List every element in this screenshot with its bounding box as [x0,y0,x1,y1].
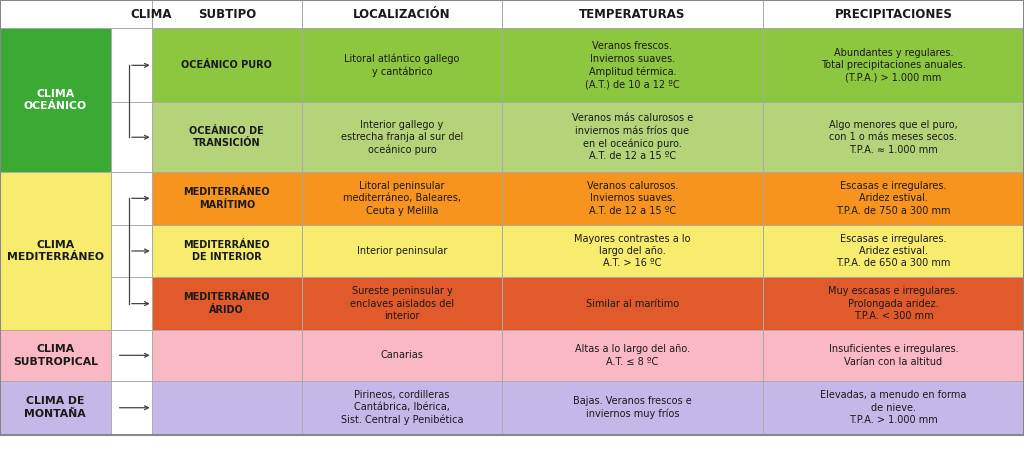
Bar [0,330,111,381]
Bar [763,28,1024,102]
Bar [763,102,1024,172]
Text: CLIMA: CLIMA [130,8,172,21]
Bar [152,277,302,330]
Bar [763,330,1024,381]
Text: OCEÁNICO PURO: OCEÁNICO PURO [181,60,272,70]
Bar [152,225,302,277]
Text: Algo menores que el puro,
con 1 o más meses secos.
T.P.A. ≈ 1.000 mm: Algo menores que el puro, con 1 o más me… [829,120,957,155]
Text: SUBTIPO: SUBTIPO [198,8,256,21]
Text: CLIMA
SUBTROPICAL: CLIMA SUBTROPICAL [12,344,98,367]
Bar [152,172,302,225]
Text: Bajas. Veranos frescos e
inviernos muy fríos: Bajas. Veranos frescos e inviernos muy f… [573,396,691,419]
Bar [111,102,152,172]
Bar [152,102,302,172]
Bar [0,381,111,435]
Bar [302,172,502,225]
Text: MEDITERRÁNEO
MARÍTIMO: MEDITERRÁNEO MARÍTIMO [183,187,270,210]
Text: Veranos más calurosos e
inviernos más fríos que
en el oceánico puro.
A.T. de 12 : Veranos más calurosos e inviernos más fr… [571,113,693,162]
Text: Elevadas, a menudo en forma
de nieve.
T.P.A. > 1.000 mm: Elevadas, a menudo en forma de nieve. T.… [820,390,967,425]
Text: Pirineos, cordilleras
Cantábrica, Ibérica,
Sist. Central y Penibética: Pirineos, cordilleras Cantábrica, Ibéric… [341,390,463,425]
Text: Mayores contrastes a lo
largo del año.
A.T. > 16 ºC: Mayores contrastes a lo largo del año. A… [574,234,690,268]
Bar [502,102,763,172]
Text: Sureste peninsular y
enclaves aislados del
interior: Sureste peninsular y enclaves aislados d… [350,286,454,321]
Bar [502,381,763,435]
Text: Veranos frescos.
Inviernos suaves.
Amplitud térmica.
(A.T.) de 10 a 12 ºC: Veranos frescos. Inviernos suaves. Ampli… [585,41,680,89]
Text: Altas a lo largo del año.
A.T. ≤ 8 ºC: Altas a lo largo del año. A.T. ≤ 8 ºC [574,344,690,367]
Bar [763,0,1024,28]
Bar [502,277,763,330]
Text: LOCALIZACIÓN: LOCALIZACIÓN [353,8,451,21]
Bar [111,330,152,381]
Bar [763,277,1024,330]
Text: CLIMA
OCEÁNICO: CLIMA OCEÁNICO [24,89,87,111]
Bar [302,381,502,435]
Text: Canarias: Canarias [381,350,423,360]
Text: TEMPERATURAS: TEMPERATURAS [580,8,685,21]
Text: Interior gallego y
estrecha franja al sur del
oceánico puro: Interior gallego y estrecha franja al su… [341,119,463,155]
Bar [302,277,502,330]
Bar [302,0,502,28]
Text: MEDITERRÁNEO
ÁRIDO: MEDITERRÁNEO ÁRIDO [183,292,270,315]
Text: Insuficientes e irregulares.
Varían con la altitud: Insuficientes e irregulares. Varían con … [828,344,958,367]
Bar [302,28,502,102]
Bar [763,225,1024,277]
Text: CLIMA
MEDITERRÁNEO: CLIMA MEDITERRÁNEO [7,240,103,262]
Bar [502,28,763,102]
Bar [111,277,152,330]
Bar [502,330,763,381]
Text: Litoral peninsular
mediterráneo, Baleares,
Ceuta y Melilla: Litoral peninsular mediterráneo, Baleare… [343,181,461,216]
Text: Abundantes y regulares.
Total precipitaciones anuales.
(T.P.A.) > 1.000 mm: Abundantes y regulares. Total precipitac… [821,48,966,83]
Bar [0,0,302,28]
Text: PRECIPITACIONES: PRECIPITACIONES [835,8,952,21]
Text: Litoral atlántico gallego
y cantábrico: Litoral atlántico gallego y cantábrico [344,54,460,77]
Bar [302,330,502,381]
Text: MEDITERRÁNEO
DE INTERIOR: MEDITERRÁNEO DE INTERIOR [183,240,270,262]
Text: Muy escasas e irregulares.
Prolongada aridez.
T.P.A. < 300 mm: Muy escasas e irregulares. Prolongada ar… [828,286,958,321]
Bar [502,225,763,277]
Bar [502,172,763,225]
Text: Veranos calurosos.
Inviernos suaves.
A.T. de 12 a 15 ºC: Veranos calurosos. Inviernos suaves. A.T… [587,181,678,216]
Bar [302,102,502,172]
Text: Escasas e irregulares.
Aridez estival.
T.P.A. de 750 a 300 mm: Escasas e irregulares. Aridez estival. T… [837,181,950,216]
Text: Interior peninsular: Interior peninsular [356,246,447,256]
Text: Escasas e irregulares.
Aridez estival.
T.P.A. de 650 a 300 mm: Escasas e irregulares. Aridez estival. T… [837,234,950,268]
Bar [502,0,763,28]
Bar [111,28,152,102]
Text: Similar al marítimo: Similar al marítimo [586,298,679,309]
Bar [111,381,152,435]
Bar [111,172,152,225]
Bar [152,28,302,102]
Text: CLIMA DE
MONTAÑA: CLIMA DE MONTAÑA [25,397,86,419]
Bar [152,381,302,435]
Bar [152,0,302,28]
Bar [763,381,1024,435]
Bar [0,28,111,172]
Bar [111,225,152,277]
Text: OCEÁNICO DE
TRANSICIÓN: OCEÁNICO DE TRANSICIÓN [189,126,264,149]
Bar [0,172,111,330]
Bar [763,172,1024,225]
Bar [302,225,502,277]
Bar [152,330,302,381]
